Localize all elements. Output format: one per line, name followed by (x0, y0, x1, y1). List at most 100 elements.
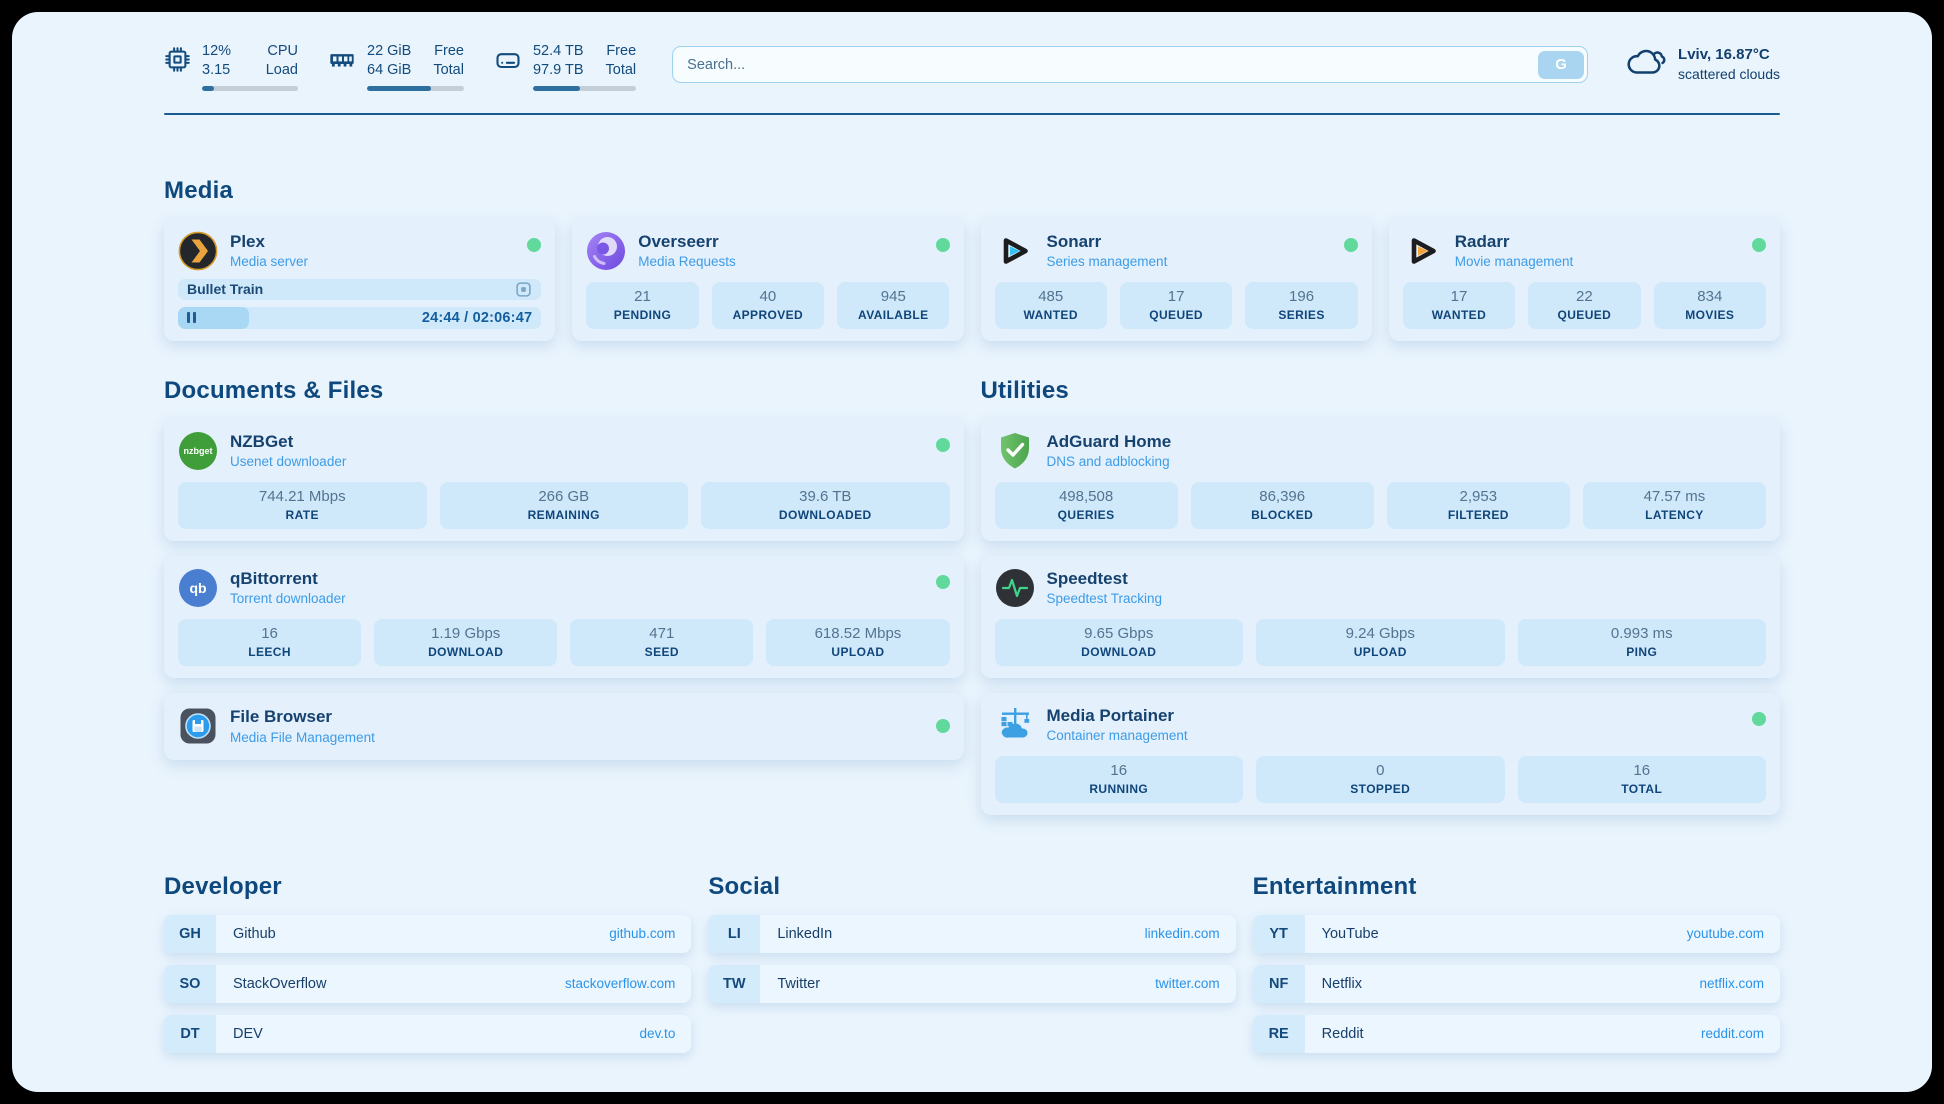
radarr-card[interactable]: Radarr Movie management 17 WANTED 22 QUE… (1388, 218, 1780, 341)
stat-upload: 9.24 Gbps UPLOAD (1256, 618, 1505, 666)
disk-total-label: Total (605, 61, 637, 78)
nzbget-card[interactable]: nzbget NZBGet Usenet downloader 74 (164, 418, 964, 541)
ram-free-value: 22 GiB (367, 43, 412, 59)
cpu-load-label: Load (265, 61, 298, 78)
speedtest-card[interactable]: Speedtest Speedtest Tracking 9.65 Gbps D… (980, 555, 1780, 678)
disk-progress-bar (532, 85, 637, 91)
bookmark-url: youtube.com (1686, 926, 1764, 942)
app-description: Media File Management (230, 729, 375, 745)
disk-stat: 52.4 TB 97.9 TB Free Total (494, 42, 637, 91)
bookmark-linkedin[interactable]: LI LinkedIn linkedin.com (708, 914, 1236, 953)
bookmark-reddit[interactable]: RE Reddit reddit.com (1252, 1014, 1780, 1053)
search-engine-button[interactable]: G (1538, 50, 1585, 79)
weather-condition: scattered clouds (1678, 65, 1780, 82)
entertainment-section: Entertainment YT YouTube youtube.com NF … (1252, 872, 1780, 1053)
stat-running: 16 RUNNING (994, 755, 1243, 803)
stat-total: 16 TOTAL (1517, 755, 1766, 803)
stat-upload: 618.52 Mbps UPLOAD (766, 618, 950, 666)
app-name: Radarr (1454, 231, 1510, 251)
youtube-abbr: YT (1252, 914, 1305, 953)
pause-icon[interactable] (187, 312, 197, 324)
app-name: Overseerr (638, 231, 719, 251)
sonarr-card[interactable]: Sonarr Series management 485 WANTED 17 Q… (980, 218, 1372, 341)
social-section-title: Social (708, 872, 781, 900)
cpu-stat: 12% 3.15 CPU Load (164, 42, 298, 91)
portainer-card[interactable]: Media Portainer Container management 16 … (980, 692, 1780, 815)
stat-queued: 17 QUEUED (1119, 281, 1233, 329)
app-name: Sonarr (1046, 231, 1102, 251)
adguard-card[interactable]: AdGuard Home DNS and adblocking 498,508 … (980, 418, 1780, 541)
bookmark-name: DEV (233, 1025, 263, 1042)
adguard-icon (995, 431, 1035, 471)
app-name: File Browser (230, 707, 333, 727)
documents-section-title: Documents & Files (164, 376, 384, 404)
qbittorrent-icon: qb (178, 568, 218, 608)
stat-pending: 21 PENDING (586, 281, 699, 329)
cpu-label: CPU (267, 43, 298, 59)
bookmark-netflix[interactable]: NF Netflix netflix.com (1252, 964, 1780, 1003)
app-name: Plex (230, 231, 265, 251)
bookmark-youtube[interactable]: YT YouTube youtube.com (1252, 914, 1780, 953)
stat-wanted: 17 WANTED (1402, 281, 1516, 329)
cpu-load-value: 3.15 (202, 61, 231, 78)
stat-ping: 0.993 ms PING (1517, 618, 1766, 666)
session-icon[interactable] (515, 281, 532, 298)
ram-icon (328, 46, 356, 79)
ram-total-label: Total (433, 61, 464, 78)
stat-movies: 834 MOVIES (1653, 281, 1766, 329)
reddit-abbr: RE (1252, 1014, 1305, 1053)
stat-queries: 498,508 QUERIES (994, 481, 1178, 529)
sonarr-icon (995, 231, 1035, 271)
cpu-icon (164, 46, 191, 78)
bookmark-name: YouTube (1321, 925, 1379, 942)
cpu-progress-bar (202, 85, 298, 91)
overseerr-card[interactable]: Overseerr Media Requests 21 PENDING 40 A… (572, 218, 964, 341)
stat-approved: 40 APPROVED (711, 281, 825, 329)
status-dot (935, 237, 950, 252)
ram-total-value: 64 GiB (367, 61, 412, 78)
bookmark-name: Github (233, 925, 276, 942)
bookmark-url: stackoverflow.com (565, 976, 676, 992)
bookmark-dev[interactable]: DT DEV dev.to (164, 1014, 692, 1053)
app-description: Media server (230, 254, 309, 270)
bookmark-twitter[interactable]: TW Twitter twitter.com (708, 964, 1236, 1003)
developer-section: Developer GH Github github.com SO StackO… (164, 873, 692, 1053)
plex-card[interactable]: Plex Media server Bullet Train (164, 218, 556, 341)
filebrowser-card[interactable]: File Browser Media File Management (164, 692, 964, 760)
stat-seed: 471 SEED (570, 618, 754, 666)
svg-text:qb: qb (189, 580, 206, 596)
app-description: Torrent downloader (230, 591, 346, 607)
app-name: AdGuard Home (1046, 431, 1172, 451)
now-playing-title: Bullet Train (187, 281, 264, 298)
stat-rate: 744.21 Mbps RATE (178, 481, 427, 529)
playback-progress-bar: 24:44 / 02:06:47 (178, 307, 542, 329)
stat-download: 9.65 Gbps DOWNLOAD (994, 618, 1243, 666)
stat-latency: 47.57 ms LATENCY (1582, 481, 1766, 529)
cloud-icon (1624, 44, 1666, 83)
dev-abbr: DT (164, 1014, 216, 1053)
app-description: Usenet downloader (230, 454, 347, 470)
entertainment-section-title: Entertainment (1252, 872, 1417, 900)
weather-widget: Lviv, 16.87°C scattered clouds (1624, 44, 1780, 83)
app-description: Media Requests (638, 254, 736, 270)
status-dot (935, 719, 950, 734)
weather-location-temp: Lviv, 16.87°C (1678, 45, 1770, 63)
speedtest-icon (995, 568, 1035, 608)
disk-icon (494, 46, 522, 79)
status-dot (935, 437, 950, 452)
playback-time: 24:44 / 02:06:47 (421, 309, 533, 326)
stat-remaining: 266 GB REMAINING (439, 481, 688, 529)
bookmark-github[interactable]: GH Github github.com (164, 914, 692, 953)
app-description: Speedtest Tracking (1046, 591, 1163, 607)
stat-download: 1.19 Gbps DOWNLOAD (374, 618, 558, 666)
disk-free-value: 52.4 TB (532, 43, 584, 59)
status-dot (935, 574, 950, 589)
app-name: qBittorrent (230, 568, 318, 588)
filebrowser-icon (178, 706, 218, 746)
bookmark-stackoverflow[interactable]: SO StackOverflow stackoverflow.com (164, 964, 692, 1003)
svg-text:nzbget: nzbget (184, 446, 213, 456)
qbittorrent-card[interactable]: qb qBittorrent Torrent downloader (164, 555, 964, 678)
netflix-abbr: NF (1252, 964, 1305, 1003)
search-input[interactable] (672, 46, 1589, 83)
utilities-section: Utilities (980, 377, 1780, 815)
